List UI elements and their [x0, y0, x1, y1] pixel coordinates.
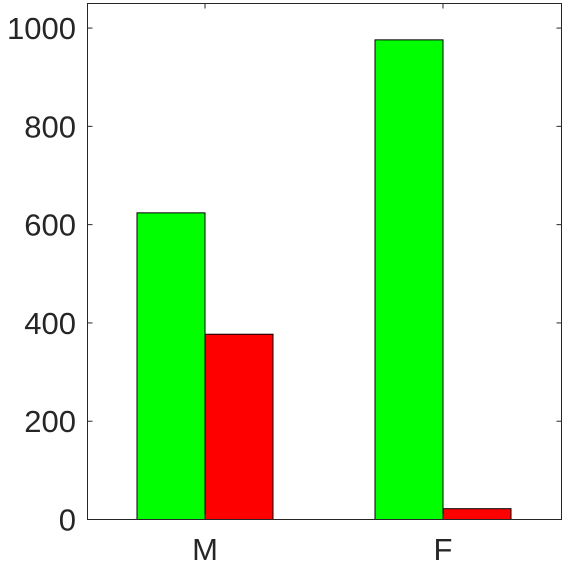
bar-f-series-2: [442, 508, 512, 520]
y-tick-label: 200: [24, 404, 76, 439]
x-tick-label-f: F: [434, 532, 453, 564]
y-tick-label: 600: [24, 208, 76, 243]
bar-m-series-1: [136, 212, 206, 520]
x-tick-label-m: M: [192, 532, 218, 564]
y-axis: 0 200 400 600 800 1000: [7, 11, 562, 538]
bars-group: [136, 39, 512, 520]
y-tick-label: 400: [24, 306, 76, 341]
bar-f-series-1: [374, 39, 444, 520]
y-tick-label: 1000: [7, 11, 76, 46]
y-tick-label: 0: [59, 503, 76, 538]
plot-box: [87, 3, 562, 520]
y-tick-label: 800: [24, 109, 76, 144]
bar-m-series-2: [204, 333, 274, 520]
